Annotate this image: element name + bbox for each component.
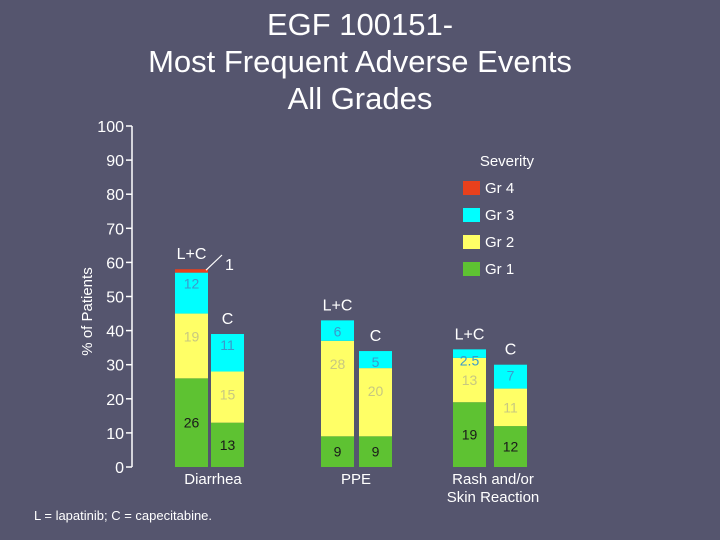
bar-segment-gr1 [494,426,527,467]
bar-group-label: L+C [323,297,353,314]
bar-segment-gr2 [175,313,208,379]
legend-swatch [463,181,480,195]
bar-6: 12 11 7 C [494,342,527,467]
legend-entry-label: Gr 4 [485,180,514,197]
y-tick-label: 80 [106,187,124,204]
bar-value-label: 12 [184,276,200,292]
bar-segment-gr2 [453,357,486,403]
bar-value-label: 9 [372,444,380,460]
bar-segment-gr3 [175,272,208,314]
legend: Severity Gr 4 Gr 3 Gr 2 Gr 1 [463,153,534,278]
bar-group-label: L+C [177,246,207,263]
bar-value-label: 20 [368,383,384,399]
title-line-1: EGF 100151- [266,7,454,42]
bar-value-label: 19 [184,329,200,345]
bar-value-label: 5 [372,354,380,370]
y-tick-label: 30 [106,358,124,375]
y-tick-label: 40 [106,324,124,341]
bar-segment-gr1 [321,436,354,467]
bar-value-label: 11 [220,337,235,353]
gr4-value-label: 1 [225,257,234,274]
bar-4: 9 20 5 C [359,328,392,467]
bar-value-label: 13 [220,437,236,453]
y-tick-label: 50 [106,290,124,307]
bars: 26 19 12 L+C 13 15 11 C 9 28 6 L+C 9 20 5 C 19 13 2.5 L+C 12… [175,246,527,467]
bar-value-label: 26 [184,415,200,431]
bar-2: 13 15 11 C [211,311,244,467]
y-tick-label: 0 [115,460,124,477]
legend-swatch [463,262,480,276]
legend-entry-label: Gr 1 [485,261,514,278]
bar-group-label: L+C [455,326,485,343]
legend-entry-label: Gr 3 [485,207,514,224]
bar-segment-gr2 [494,388,527,427]
y-tick-label: 10 [106,426,124,443]
gr4-callout: 1 [205,254,234,274]
bar-segment-gr2 [211,371,244,423]
callout-line [205,254,223,271]
bar-value-label: 28 [330,356,346,372]
bar-value-label: 11 [503,399,518,415]
title-line-2: Most Frequent Adverse Events [148,44,572,79]
bar-value-label: 12 [503,439,519,455]
bar-value-label: 19 [462,427,478,443]
bar-segment-gr1 [175,378,208,467]
legend-entry-label: Gr 2 [485,234,514,251]
bar-segment-gr2 [359,368,392,437]
bar-value-label: 2.5 [460,352,480,368]
bar-segment-gr3 [211,334,244,372]
bar-5: 19 13 2.5 L+C [453,326,486,467]
y-tick-label: 70 [106,221,124,238]
legend-swatch [463,208,480,222]
x-category-label: PPE [341,471,371,488]
bar-group-label: C [370,328,382,345]
y-axis: 0 10 20 30 40 50 60 70 80 90 100 % of Patients [79,119,133,477]
chart-title: EGF 100151- Most Frequent Adverse Events… [0,6,720,117]
bar-value-label: 9 [334,444,342,460]
bar-segment-gr1 [211,422,244,467]
bar-group-label: C [222,311,234,328]
bar-segment-gr3 [321,320,354,341]
bar-value-label: 7 [507,368,515,384]
y-tick-label: 60 [106,255,124,272]
bar-3: 9 28 6 L+C [321,297,354,467]
legend-swatch [463,235,480,249]
footnote: L = lapatinib; C = capecitabine. [34,508,213,523]
bar-segment-gr3 [359,351,392,369]
bar-value-label: 6 [334,323,342,339]
bar-segment-gr1 [359,436,392,467]
bar-segment-gr3 [494,364,527,389]
category-labels: Diarrhea PPE Rash and/or Skin Reaction [184,471,539,506]
bar-segment-gr1 [453,402,486,467]
bar-segment-gr3 [453,349,486,358]
bar-group-label: C [505,342,517,359]
bar-segment-gr4 [175,269,208,273]
y-tick-label: 20 [106,392,124,409]
x-category-label: Diarrhea [184,471,242,488]
title-line-3: All Grades [287,81,433,116]
y-tick-label: 100 [97,119,124,136]
bar-1: 26 19 12 L+C [175,246,208,467]
y-tick-label: 90 [106,153,124,170]
bar-value-label: 15 [220,387,236,403]
bar-value-label: 13 [462,372,478,388]
x-category-label: Rash and/or Skin Reaction [447,471,540,506]
legend-title: Severity [480,153,535,170]
y-axis-title: % of Patients [79,267,96,355]
bar-segment-gr2 [321,340,354,437]
